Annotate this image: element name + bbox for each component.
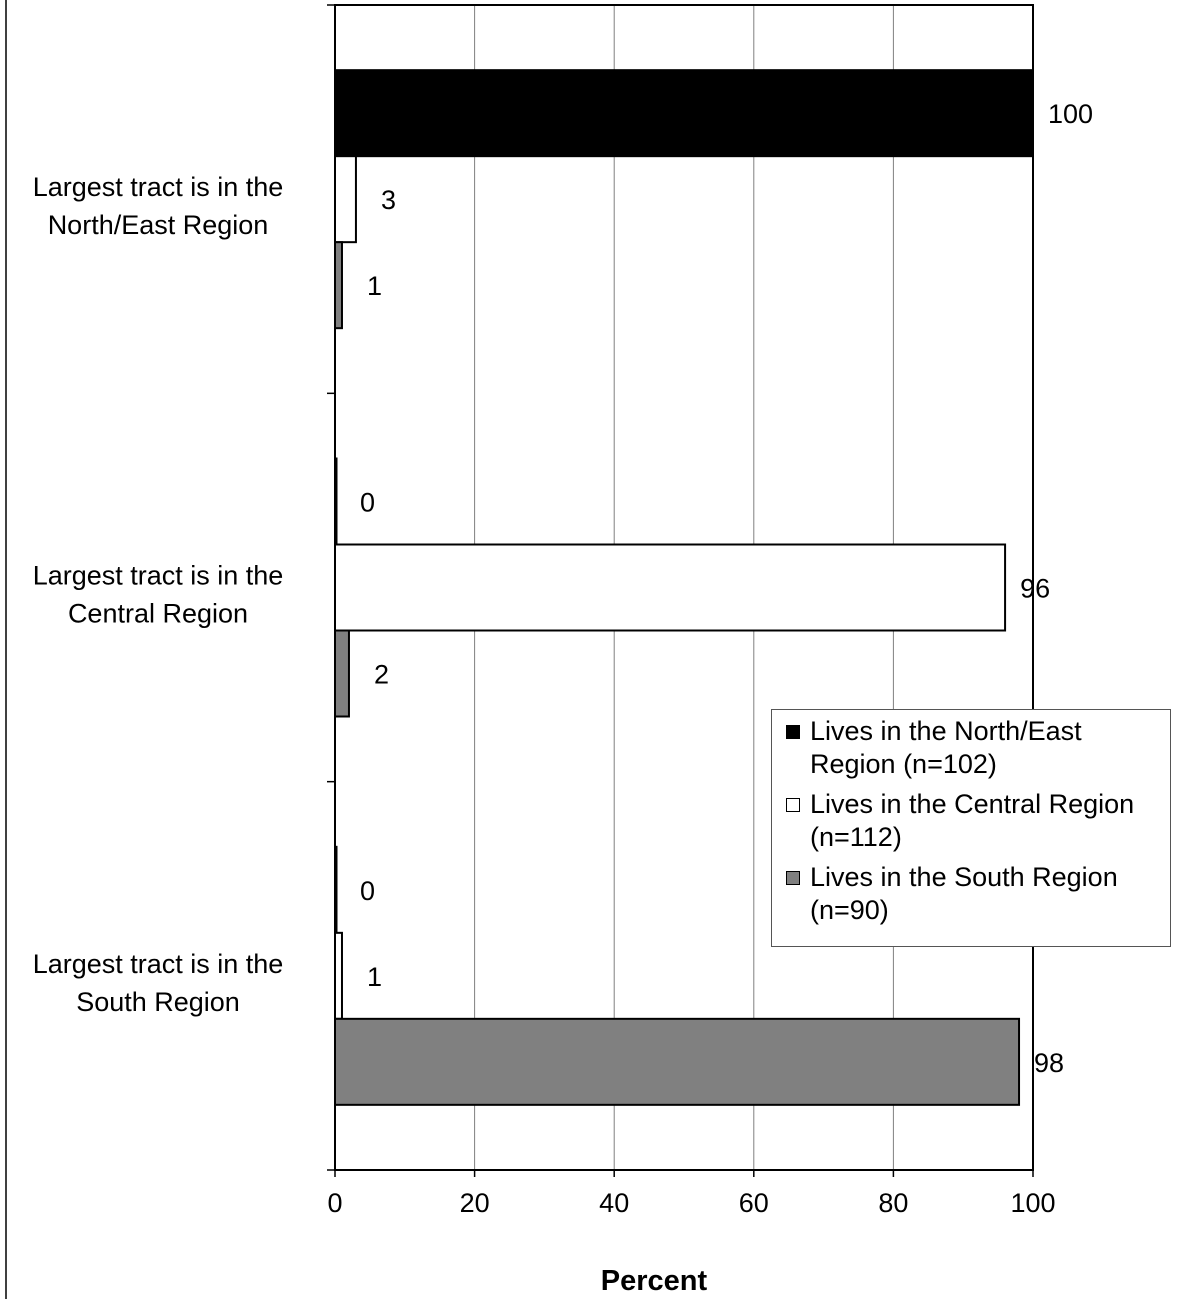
bar — [334, 629, 350, 718]
legend-swatch-north-east — [786, 725, 800, 739]
bar — [334, 241, 343, 330]
legend-label-line: (n=112) — [810, 822, 902, 852]
data-label: 96 — [1020, 574, 1050, 604]
data-label: 100 — [1048, 99, 1093, 129]
x-tick-label: 60 — [739, 1188, 769, 1218]
legend-label-line: Region (n=102) — [810, 749, 997, 779]
y-category-label: South Region — [76, 987, 240, 1017]
bar — [334, 155, 357, 244]
bar — [334, 457, 338, 546]
x-tick-label: 20 — [460, 1188, 490, 1218]
legend-swatch-south — [786, 871, 800, 885]
legend-item-central: Lives in the Central Region (n=112) — [784, 788, 1164, 854]
y-category-label: Largest tract is in the — [33, 949, 284, 979]
legend-label-line: Lives in the Central Region — [810, 789, 1135, 819]
data-label: 2 — [374, 660, 389, 690]
data-label: 3 — [381, 185, 396, 215]
data-label: 0 — [360, 488, 375, 518]
legend-label-line: (n=90) — [810, 895, 889, 925]
legend-label-line: Lives in the South Region — [810, 862, 1118, 892]
bar — [334, 845, 338, 934]
legend-item-north-east: Lives in the North/East Region (n=102) — [784, 715, 1164, 781]
y-category-label: North/East Region — [48, 210, 269, 240]
y-category-label: Largest tract is in the — [33, 172, 284, 202]
x-axis-title: Percent — [601, 1265, 708, 1297]
data-label: 1 — [367, 962, 382, 992]
bar — [334, 69, 1034, 158]
chart-legend: Lives in the North/East Region (n=102) L… — [771, 709, 1171, 947]
legend-label-line: Lives in the North/East — [810, 716, 1082, 746]
bar — [334, 543, 1007, 632]
x-tick-label: 40 — [599, 1188, 629, 1218]
y-category-label: Largest tract is in the — [33, 561, 284, 591]
data-label: 0 — [360, 876, 375, 906]
bar — [334, 1017, 1021, 1106]
legend-swatch-central — [786, 798, 800, 812]
y-category-label: Central Region — [68, 599, 248, 629]
bar — [334, 931, 343, 1020]
x-tick-label: 0 — [327, 1188, 342, 1218]
x-tick-label: 100 — [1010, 1188, 1055, 1218]
x-tick-label: 80 — [878, 1188, 908, 1218]
legend-item-south: Lives in the South Region (n=90) — [784, 861, 1164, 927]
data-label: 98 — [1034, 1048, 1064, 1078]
data-label: 1 — [367, 271, 382, 301]
